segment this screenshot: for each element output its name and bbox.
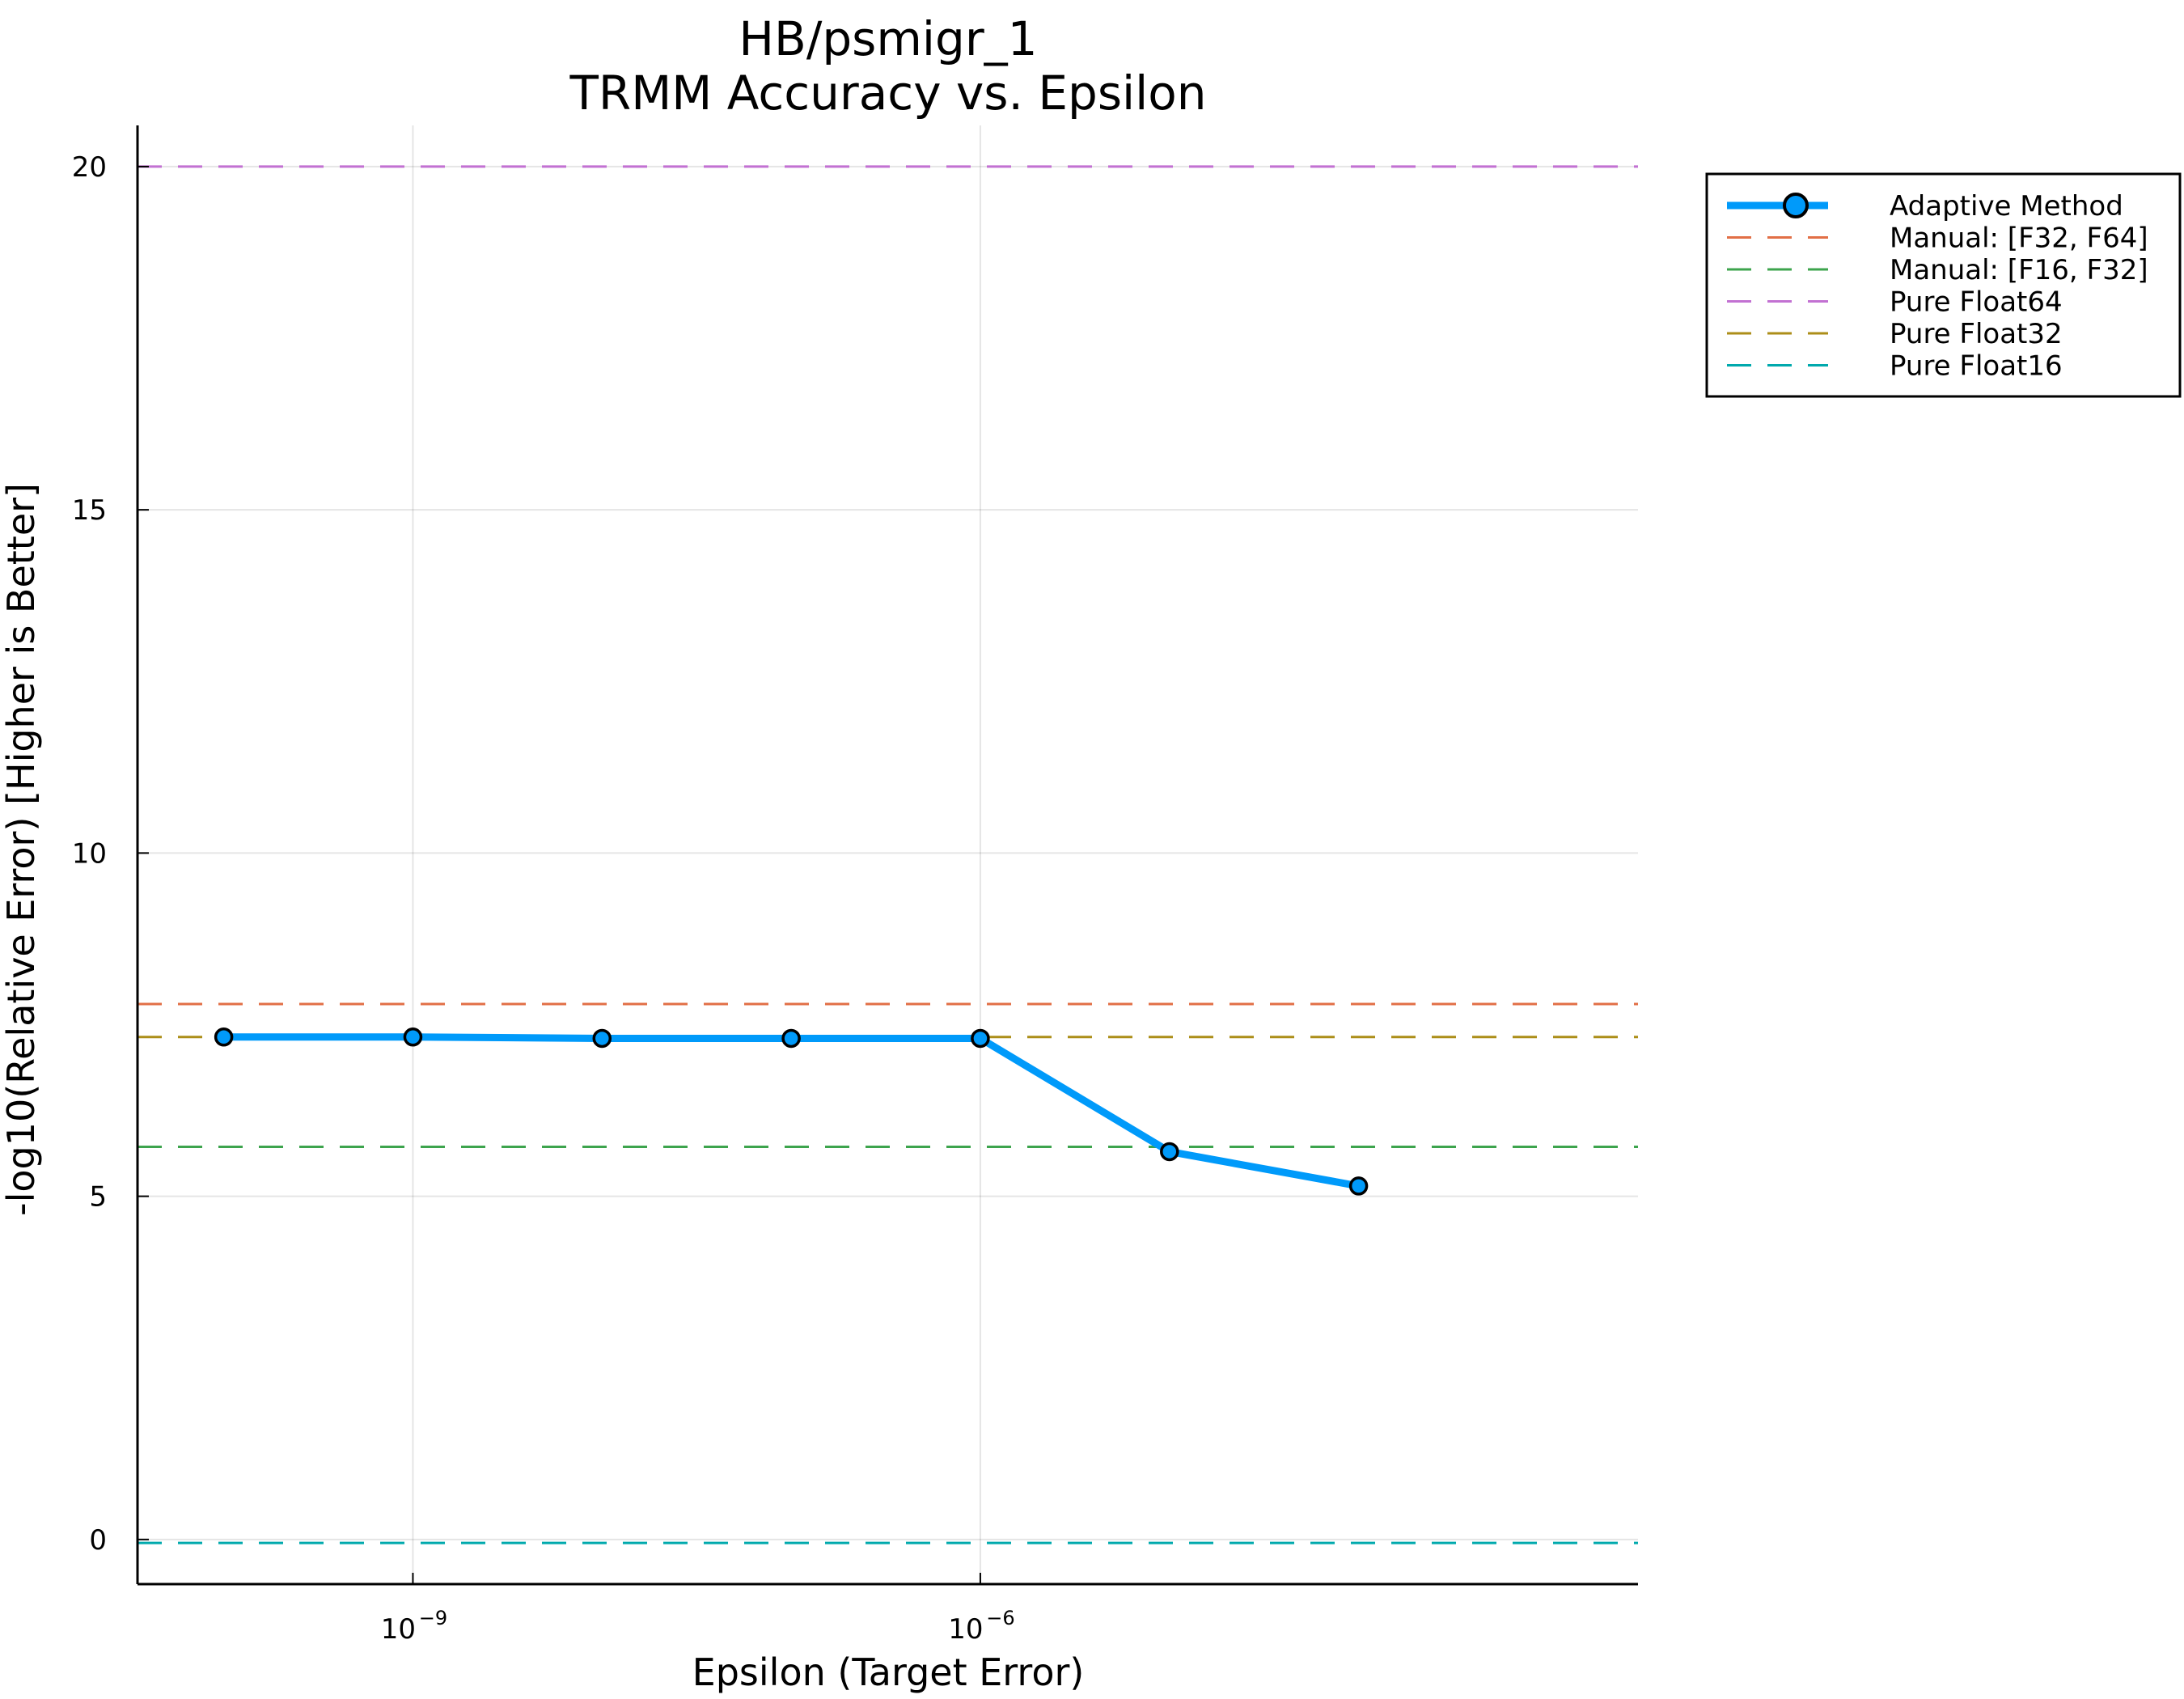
- reference-lines: [138, 165, 1638, 1544]
- y-tick-label-2: 10: [72, 837, 107, 870]
- x-tick-exponent-0: −9: [419, 1607, 447, 1629]
- y-tick-label-0: 0: [89, 1524, 107, 1557]
- data-series: [214, 1027, 1369, 1196]
- legend-label-pure-float64: Pure Float64: [1890, 286, 2063, 319]
- axes: [136, 125, 1638, 1586]
- adaptive-method-point: [1160, 1142, 1179, 1162]
- y-tick-label-4: 20: [72, 151, 107, 184]
- grid: [138, 125, 1638, 1584]
- adaptive-method-line: [223, 1033, 1360, 1190]
- y-tick-label-3: 15: [72, 494, 107, 527]
- legend-label-adaptive-method: Adaptive Method: [1890, 190, 2123, 222]
- legend-marker-adaptive-method: [1783, 193, 1809, 218]
- legend-label-pure-float32: Pure Float32: [1890, 318, 2063, 350]
- legend-label-pure-float16: Pure Float16: [1890, 350, 2063, 383]
- adaptive-method-point: [592, 1028, 612, 1049]
- x-tick-label-0: 10: [381, 1613, 416, 1646]
- x-axis-label: Epsilon (Target Error): [692, 1650, 1085, 1694]
- x-tick-label-1: 10: [948, 1613, 983, 1646]
- legend-label-manual-f16-f32: Manual: [F16, F32]: [1890, 254, 2148, 286]
- legend-label-manual-f32-f64: Manual: [F32, F64]: [1890, 222, 2148, 255]
- y-tick-label-1: 5: [89, 1181, 107, 1214]
- adaptive-method-point: [781, 1028, 801, 1049]
- adaptive-method-point: [403, 1027, 423, 1047]
- adaptive-method-point: [214, 1027, 234, 1047]
- y-axis-label: -log10(Relative Error) [Higher is Better…: [0, 483, 43, 1216]
- chart-subtitle: TRMM Accuracy vs. Epsilon: [569, 66, 1206, 121]
- adaptive-method-point: [1348, 1176, 1369, 1196]
- adaptive-method-point: [971, 1028, 990, 1049]
- chart-title: HB/psmigr_1: [739, 11, 1037, 66]
- x-tick-exponent-1: −6: [986, 1607, 1014, 1629]
